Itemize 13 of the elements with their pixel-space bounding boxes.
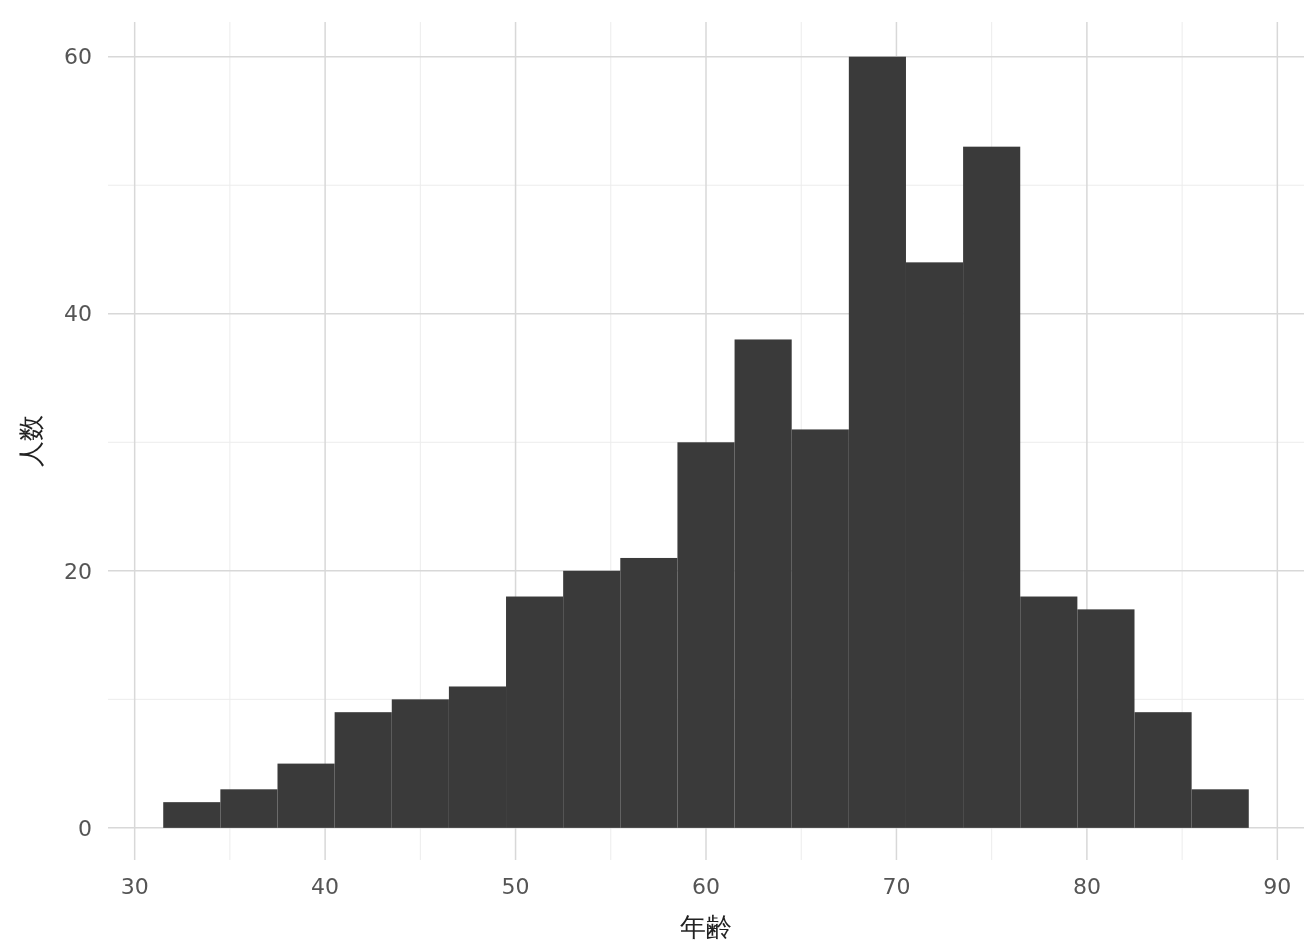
- y-tick-label: 20: [64, 558, 92, 584]
- y-tick-label: 40: [64, 301, 92, 327]
- x-tick-label: 70: [882, 874, 911, 899]
- x-tick-label: 80: [1072, 874, 1101, 899]
- x-tick-label: 60: [692, 874, 720, 899]
- x-tick-label: 90: [1263, 874, 1292, 899]
- y-tick-label: 60: [64, 44, 92, 70]
- x-tick-label: 50: [501, 874, 530, 899]
- y-tick-label: 0: [78, 815, 92, 841]
- x-axis-title: 年齢: [680, 912, 732, 940]
- x-tick-label: 30: [120, 874, 149, 899]
- y-axis-title: 人数: [16, 415, 46, 467]
- x-tick-label: 40: [311, 874, 340, 899]
